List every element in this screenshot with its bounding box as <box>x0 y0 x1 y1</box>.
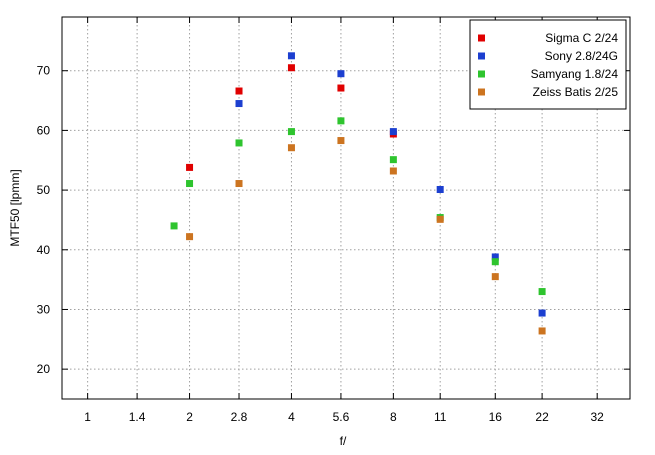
legend-label: Sony 2.8/24G <box>545 49 618 63</box>
data-point <box>337 137 345 145</box>
y-tick-label: 70 <box>37 64 51 78</box>
y-tick-label: 60 <box>37 123 51 137</box>
data-points <box>170 52 546 335</box>
data-point <box>337 117 345 125</box>
x-tick-label: 1.4 <box>129 410 146 424</box>
data-point <box>170 222 178 230</box>
x-axis-tick-labels: 1 1.4 2 2.8 4 5.6 8 11 16 22 32 <box>84 410 604 424</box>
legend-swatch <box>478 34 485 42</box>
legend-label: Samyang 1.8/24 <box>531 67 619 81</box>
data-point <box>436 215 444 223</box>
legend-swatch <box>478 88 485 96</box>
data-point <box>389 156 397 164</box>
x-tick-label: 8 <box>390 410 397 424</box>
data-point <box>287 64 295 72</box>
data-point <box>538 327 546 335</box>
data-point <box>287 128 295 136</box>
x-axis-title: f/ <box>340 434 347 448</box>
data-point <box>436 185 444 193</box>
plot-frame <box>61 16 631 400</box>
data-point <box>235 139 243 147</box>
legend-label: Sigma C 2/24 <box>545 31 618 45</box>
x-tick-label: 1 <box>84 410 91 424</box>
data-point <box>491 273 499 281</box>
x-tick-label: 16 <box>489 410 503 424</box>
x-tick-label: 5.6 <box>333 410 350 424</box>
data-point <box>389 167 397 175</box>
legend-box <box>469 19 627 110</box>
data-point <box>337 84 345 92</box>
data-point <box>186 163 194 171</box>
y-axis-tick-labels: 20 30 40 50 60 70 <box>37 64 51 376</box>
data-point <box>235 180 243 188</box>
y-tick-label: 30 <box>37 302 51 316</box>
data-point <box>235 87 243 95</box>
y-axis-title: MTF50 [lpmm] <box>8 169 22 246</box>
data-point <box>491 258 499 266</box>
data-point <box>186 233 194 241</box>
x-tick-label: 2 <box>186 410 193 424</box>
data-point <box>287 52 295 60</box>
x-tick-label: 22 <box>535 410 549 424</box>
legend-label: Zeiss Batis 2/25 <box>533 85 619 99</box>
data-point <box>538 288 546 296</box>
data-point <box>337 70 345 78</box>
x-tick-label: 11 <box>434 410 447 424</box>
data-point <box>389 128 397 136</box>
legend-swatch <box>478 52 485 60</box>
data-point <box>235 100 243 108</box>
data-point <box>538 309 546 317</box>
x-tick-label: 32 <box>591 410 605 424</box>
legend: Sigma C 2/24 Sony 2.8/24G Samyang 1.8/24 Ze… <box>469 19 627 110</box>
y-tick-label: 40 <box>37 243 51 257</box>
y-tick-label: 20 <box>37 362 51 376</box>
x-tick-label: 4 <box>288 410 295 424</box>
legend-swatch <box>478 70 485 78</box>
data-point <box>491 253 499 261</box>
x-tick-label: 2.8 <box>231 410 248 424</box>
data-point <box>287 144 295 152</box>
y-tick-label: 50 <box>37 183 51 197</box>
data-point <box>186 180 194 188</box>
